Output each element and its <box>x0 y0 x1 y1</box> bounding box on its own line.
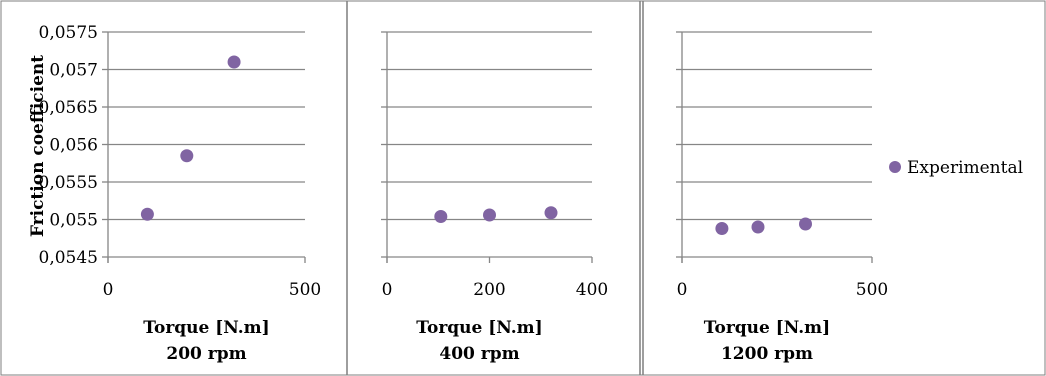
data-point-p3-2 <box>799 217 812 231</box>
x-axis-title-p2: Torque [N.m] <box>416 318 542 338</box>
data-point-p3-1 <box>751 220 765 234</box>
y-tick-label-4: 0,0565 <box>39 98 98 118</box>
x-axis-title-p3: Torque [N.m] <box>704 318 830 338</box>
panel-2: 0 200 400 Torque [N.m] 400 rpm <box>381 31 608 364</box>
legend-label-experimental: Experimental <box>907 158 1023 178</box>
data-point-p1-2 <box>227 55 241 69</box>
data-point-p2-1 <box>483 208 496 222</box>
chart-panels: 0,0545 0,055 0,0555 0,056 0,0565 0,057 0,0575 0… <box>39 23 889 364</box>
panel-3: 0 500 Torque [N.m] 1200 rpm <box>676 31 888 364</box>
panel-subtitle-p2: 400 rpm <box>439 344 519 364</box>
panel-1: 0,0545 0,055 0,0555 0,056 0,0565 0,057 0,0575 0… <box>39 23 322 364</box>
data-point-p2-2 <box>544 206 558 220</box>
x-tick-label-p2-1: 200 <box>473 280 505 300</box>
y-tick-label-3: 0,056 <box>49 136 98 156</box>
x-tick-label-p2-2: 400 <box>576 280 608 300</box>
x-tick-label-p1-0: 0 <box>103 280 114 300</box>
panel-subtitle-p1: 200 rpm <box>166 344 246 364</box>
x-tick-label-p1-1: 500 <box>289 280 321 300</box>
panel-subtitle-p3: 1200 rpm <box>721 344 813 364</box>
y-axis-title: Friction coefficient <box>28 55 48 237</box>
data-point-p1-0 <box>140 207 154 221</box>
x-tick-label-p2-0: 0 <box>382 280 393 300</box>
legend: Experimental <box>889 158 1023 178</box>
data-point-p3-0 <box>715 222 729 235</box>
x-tick-label-p3-1: 500 <box>856 280 888 300</box>
x-axis-title-p1: Torque [N.m] <box>143 318 269 338</box>
x-tick-label-p3-0: 0 <box>677 280 688 300</box>
y-tick-label-5: 0,057 <box>49 61 98 81</box>
data-point-p1-1 <box>180 149 194 163</box>
y-tick-label-1: 0,055 <box>49 211 98 231</box>
legend-marker-experimental <box>889 161 901 173</box>
y-tick-label-6: 0,0575 <box>39 23 98 43</box>
data-point-p2-0 <box>434 210 448 223</box>
y-tick-label-0: 0,0545 <box>39 248 98 268</box>
y-tick-label-2: 0,0555 <box>39 173 98 193</box>
